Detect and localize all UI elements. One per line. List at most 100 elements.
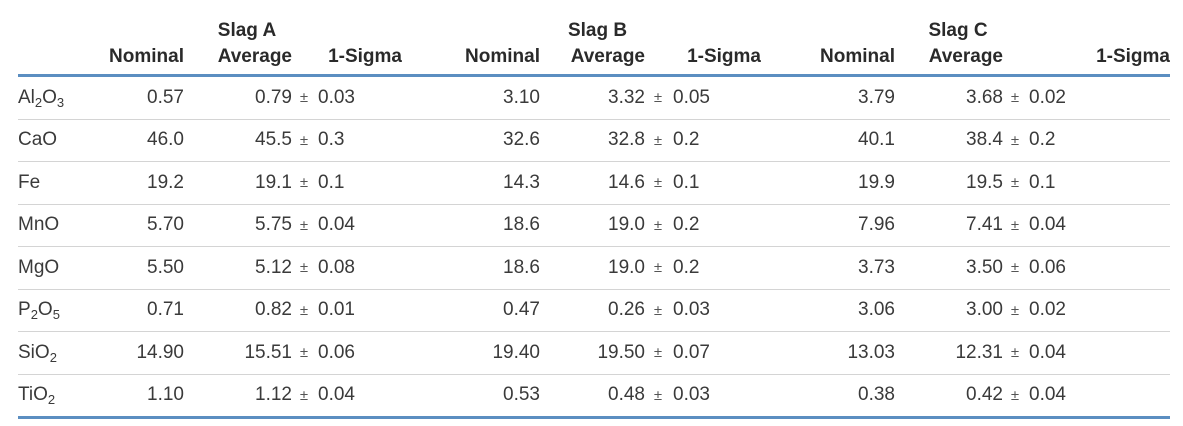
plus-minus-sign: ± [1003, 161, 1027, 205]
plus-minus-sign: ± [292, 246, 316, 290]
table-row: MgO 5.50 5.12 ±0.08 18.6 19.0 ±0.2 3.73 3.50 ±0.0… [18, 246, 1170, 290]
cell-average: 5.12 [184, 246, 292, 290]
cell-average: 3.50 [895, 246, 1003, 290]
plus-minus-sign: ± [645, 289, 671, 332]
column-header-sigma: 1-Sigma [316, 42, 402, 77]
cell-average: 3.00 [895, 289, 1003, 332]
cell-sigma: 0.08 [316, 246, 402, 290]
cell-sigma: 0.06 [1027, 246, 1170, 290]
column-header-nominal: Nominal [80, 42, 184, 77]
cell-nominal: 0.38 [761, 374, 895, 419]
column-header-average: Average [540, 42, 645, 77]
row-label-compound: CaO [18, 119, 80, 162]
cell-average: 0.48 [540, 374, 645, 419]
cell-sigma: 0.1 [671, 161, 761, 205]
row-label-compound: Al2O3 [18, 75, 80, 120]
cell-nominal: 18.6 [402, 246, 540, 290]
cell-average: 19.0 [540, 246, 645, 290]
header-group-row: Slag A Slag B Slag C [18, 0, 1170, 42]
cell-sigma: 0.03 [316, 75, 402, 120]
row-label-compound: MnO [18, 204, 80, 247]
cell-average: 15.51 [184, 331, 292, 375]
cell-sigma: 0.02 [1027, 289, 1170, 332]
plus-minus-sign: ± [645, 204, 671, 247]
plus-minus-sign: ± [292, 161, 316, 205]
cell-sigma: 0.04 [1027, 204, 1170, 247]
plus-minus-sign: ± [1003, 119, 1027, 162]
cell-average: 5.75 [184, 204, 292, 247]
cell-sigma: 0.04 [1027, 374, 1170, 419]
column-header-nominal: Nominal [761, 42, 895, 77]
plus-minus-sign: ± [645, 331, 671, 375]
header-column-row: Nominal Average 1-Sigma Nominal Average … [18, 42, 1170, 77]
cell-nominal: 46.0 [80, 119, 184, 162]
cell-sigma: 0.2 [671, 204, 761, 247]
plus-minus-sign: ± [292, 75, 316, 120]
cell-average: 3.32 [540, 75, 645, 120]
cell-nominal: 1.10 [80, 374, 184, 419]
cell-sigma: 0.04 [316, 374, 402, 419]
cell-average: 38.4 [895, 119, 1003, 162]
cell-average: 19.1 [184, 161, 292, 205]
plus-minus-sign: ± [1003, 204, 1027, 247]
cell-average: 3.68 [895, 75, 1003, 120]
cell-sigma: 0.03 [671, 289, 761, 332]
cell-nominal: 5.70 [80, 204, 184, 247]
plus-minus-sign: ± [292, 119, 316, 162]
row-label-compound: MgO [18, 246, 80, 290]
cell-nominal: 40.1 [761, 119, 895, 162]
plus-minus-sign: ± [645, 374, 671, 419]
cell-nominal: 3.79 [761, 75, 895, 120]
cell-nominal: 3.06 [761, 289, 895, 332]
table-row: Al2O3 0.57 0.79 ±0.03 3.10 3.32 ±0.05 3.79 3.68 ±… [18, 75, 1170, 120]
cell-average: 19.0 [540, 204, 645, 247]
table-row: MnO 5.70 5.75 ±0.04 18.6 19.0 ±0.2 7.96 7.41 ±0.0… [18, 204, 1170, 247]
cell-sigma: 0.2 [671, 246, 761, 290]
cell-nominal: 14.3 [402, 161, 540, 205]
column-header-sigma: 1-Sigma [1027, 42, 1170, 77]
cell-nominal: 3.10 [402, 75, 540, 120]
cell-average: 7.41 [895, 204, 1003, 247]
cell-average: 19.5 [895, 161, 1003, 205]
cell-average: 0.82 [184, 289, 292, 332]
cell-nominal: 18.6 [402, 204, 540, 247]
slag-composition-table: Slag A Slag B Slag C Nominal Average 1-S… [18, 0, 1170, 419]
cell-nominal: 7.96 [761, 204, 895, 247]
cell-nominal: 13.03 [761, 331, 895, 375]
group-header-slag-b: Slag B [567, 20, 628, 41]
cell-sigma: 0.02 [1027, 75, 1170, 120]
cell-sigma: 0.06 [316, 331, 402, 375]
plus-minus-sign: ± [645, 246, 671, 290]
plus-minus-sign: ± [645, 119, 671, 162]
cell-average: 14.6 [540, 161, 645, 205]
cell-average: 12.31 [895, 331, 1003, 375]
cell-sigma: 0.1 [1027, 161, 1170, 205]
cell-sigma: 0.03 [671, 374, 761, 419]
cell-sigma: 0.07 [671, 331, 761, 375]
cell-sigma: 0.01 [316, 289, 402, 332]
row-label-compound: SiO2 [18, 331, 80, 375]
plus-minus-sign: ± [292, 289, 316, 332]
cell-average: 1.12 [184, 374, 292, 419]
plus-minus-sign: ± [292, 331, 316, 375]
row-label-compound: Fe [18, 161, 80, 205]
cell-sigma: 0.05 [671, 75, 761, 120]
plus-minus-sign: ± [292, 374, 316, 419]
header-blank [18, 0, 80, 42]
table-row: Fe 19.2 19.1 ±0.1 14.3 14.6 ±0.1 19.9 19.5 ±0.1 [18, 161, 1170, 205]
row-label-compound: P2O5 [18, 289, 80, 332]
cell-nominal: 0.47 [402, 289, 540, 332]
plus-minus-sign: ± [292, 204, 316, 247]
column-header-nominal: Nominal [402, 42, 540, 77]
cell-sigma: 0.2 [1027, 119, 1170, 162]
table-row: SiO2 14.90 15.51 ±0.06 19.40 19.50 ±0.07 13.03 1… [18, 331, 1170, 375]
table-row: TiO2 1.10 1.12 ±0.04 0.53 0.48 ±0.03 0.38 0.42 ±0… [18, 374, 1170, 419]
cell-average: 45.5 [184, 119, 292, 162]
cell-nominal: 19.2 [80, 161, 184, 205]
cell-nominal: 5.50 [80, 246, 184, 290]
plus-minus-sign: ± [1003, 331, 1027, 375]
cell-sigma: 0.1 [316, 161, 402, 205]
row-label-compound: TiO2 [18, 374, 80, 419]
table-row: P2O5 0.71 0.82 ±0.01 0.47 0.26 ±0.03 3.06 3.00 ±0… [18, 289, 1170, 332]
cell-average: 32.8 [540, 119, 645, 162]
